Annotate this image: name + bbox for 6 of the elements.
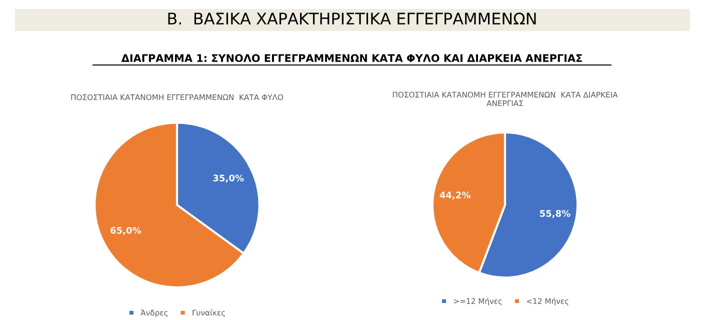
data-label: 55,8% <box>540 210 570 218</box>
text: ΔΙΑΓΡΑΜΜΑ 1: ΣΥΝΟΛΟ ΕΓΓΕΓΡΑΜΜΕΝΩΝ ΚΑΤΑ ΦΥΛΟ ΚΑΙ ΔΙΑΡΚΕΙΑ ΑΝΕΡΓΙΑΣ <box>121 54 582 62</box>
text: B. ΒΑΣΙΚΑ ΧΑΡΑΚΤΗΡΙΣΤΙΚΑ ΕΓΓΕΓΡΑΜΜΕΝΩΝ <box>168 12 536 24</box>
data-label: 44,2% <box>440 192 470 200</box>
data-label: 65,0% <box>110 226 142 235</box>
data-label: 35,0% <box>213 174 244 183</box>
